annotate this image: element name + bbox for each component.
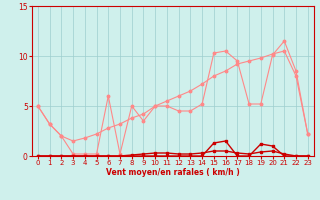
- X-axis label: Vent moyen/en rafales ( km/h ): Vent moyen/en rafales ( km/h ): [106, 168, 240, 177]
